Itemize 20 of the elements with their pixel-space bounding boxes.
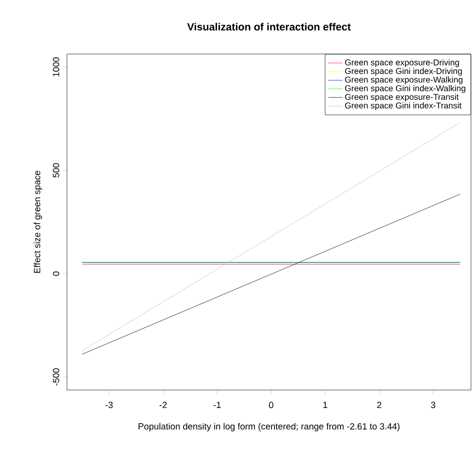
legend-label: Green space exposure-Transit [345,94,459,102]
y-tick-label: 1000 [52,57,60,76]
x-tick-label: 0 [269,402,274,408]
legend-label: Green space Gini index-Driving [345,68,462,76]
legend-label: Green space exposure-Walking [345,76,462,84]
legend-label: Green space Gini index-Transit [345,102,462,110]
x-tick-label: 1 [323,402,328,408]
y-tick-label: 0 [52,272,60,276]
x-tick-label: 2 [377,402,382,408]
y-axis-title: Effect size of green space [34,170,42,273]
legend-label: Green space Gini index-Walking [345,85,466,93]
y-tick-label: -500 [52,368,60,386]
x-axis-title: Population density in log form (centered; range from -2.61 to 3.44) [138,422,400,432]
x-tick-label: -3 [106,402,113,408]
x-tick-label: 3 [431,402,436,408]
legend-label: Green space exposure-Driving [345,59,459,68]
x-tick-label: -1 [214,402,221,408]
chart-title: Visualization of interaction effect [187,22,351,31]
y-tick-label: 500 [52,163,60,178]
x-tick-label: -2 [160,402,167,408]
